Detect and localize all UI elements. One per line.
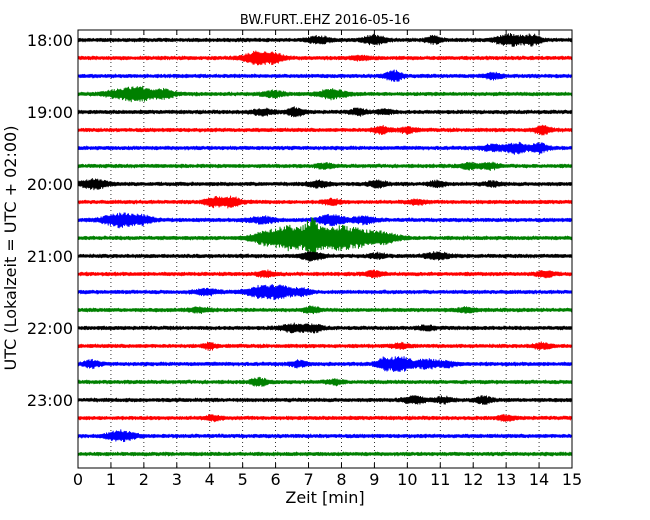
trace-2330: [77, 429, 573, 443]
trace-1830: [77, 69, 573, 82]
trace-2015: [77, 195, 573, 209]
x-tick-label: 9: [369, 470, 379, 489]
y-tick-label: 19:00: [27, 103, 73, 122]
trace-2345: [77, 451, 573, 457]
trace-1945: [77, 161, 573, 172]
trace-1845: [77, 85, 573, 103]
x-tick-label: 7: [303, 470, 313, 489]
x-tick-label: 8: [336, 470, 346, 489]
y-axis: 18:00 19:00 20:00 21:00 22:00 23:00: [27, 31, 572, 410]
trace-1900: [77, 106, 573, 118]
trace-2045: [77, 217, 573, 258]
trace-2315: [77, 413, 573, 423]
trace-2300: [77, 394, 573, 405]
x-tick-label: 0: [73, 470, 83, 489]
trace-2145: [77, 305, 573, 315]
x-tick-label: 4: [205, 470, 215, 489]
x-tick-label: 1: [106, 470, 116, 489]
y-tick-label: 18:00: [27, 31, 73, 50]
trace-2230: [77, 356, 573, 372]
trace-2215: [77, 341, 573, 351]
trace-1915: [77, 124, 573, 136]
x-tick-label: 12: [463, 470, 483, 489]
trace-2115: [77, 269, 573, 279]
y-tick-label: 21:00: [27, 247, 73, 266]
trace-1930: [77, 141, 573, 155]
x-tick-label: 11: [430, 470, 450, 489]
trace-2030: [77, 212, 573, 229]
x-tick-label: 14: [529, 470, 549, 489]
x-tick-label: 10: [397, 470, 417, 489]
trace-2000: [77, 178, 573, 191]
x-tick-label: 13: [496, 470, 516, 489]
x-tick-label: 15: [562, 470, 582, 489]
y-axis-label: UTC (Lokalzeit = UTC + 02:00): [1, 126, 20, 371]
y-tick-label: 20:00: [27, 175, 73, 194]
y-tick-label: 23:00: [27, 391, 73, 410]
trace-2200: [77, 322, 573, 334]
x-tick-label: 3: [172, 470, 182, 489]
chart-title: BW.FURT..EHZ 2016-05-16: [240, 13, 410, 28]
plot-frame: [77, 29, 573, 469]
trace-2245: [77, 376, 573, 387]
trace-1800: [77, 33, 573, 48]
trace-group: [77, 33, 573, 457]
x-axis-label: Zeit [min]: [285, 488, 364, 507]
x-axis: 0 1 2 3 4 5 6 7 8 9 10 11 12 13 14 15: [73, 30, 582, 489]
y-tick-label: 22:00: [27, 319, 73, 338]
trace-2100: [77, 251, 573, 262]
trace-2130: [77, 284, 573, 301]
trace-1815: [77, 50, 573, 66]
x-tick-label: 5: [238, 470, 248, 489]
x-tick-label: 2: [139, 470, 149, 489]
x-tick-label: 6: [271, 470, 281, 489]
